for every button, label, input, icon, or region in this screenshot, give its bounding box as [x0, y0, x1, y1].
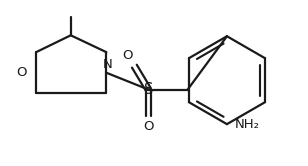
Text: S: S: [144, 82, 153, 97]
Text: O: O: [16, 66, 27, 79]
Text: O: O: [143, 120, 154, 133]
Text: NH₂: NH₂: [234, 118, 259, 131]
Text: N: N: [102, 58, 112, 71]
Text: O: O: [122, 49, 132, 62]
